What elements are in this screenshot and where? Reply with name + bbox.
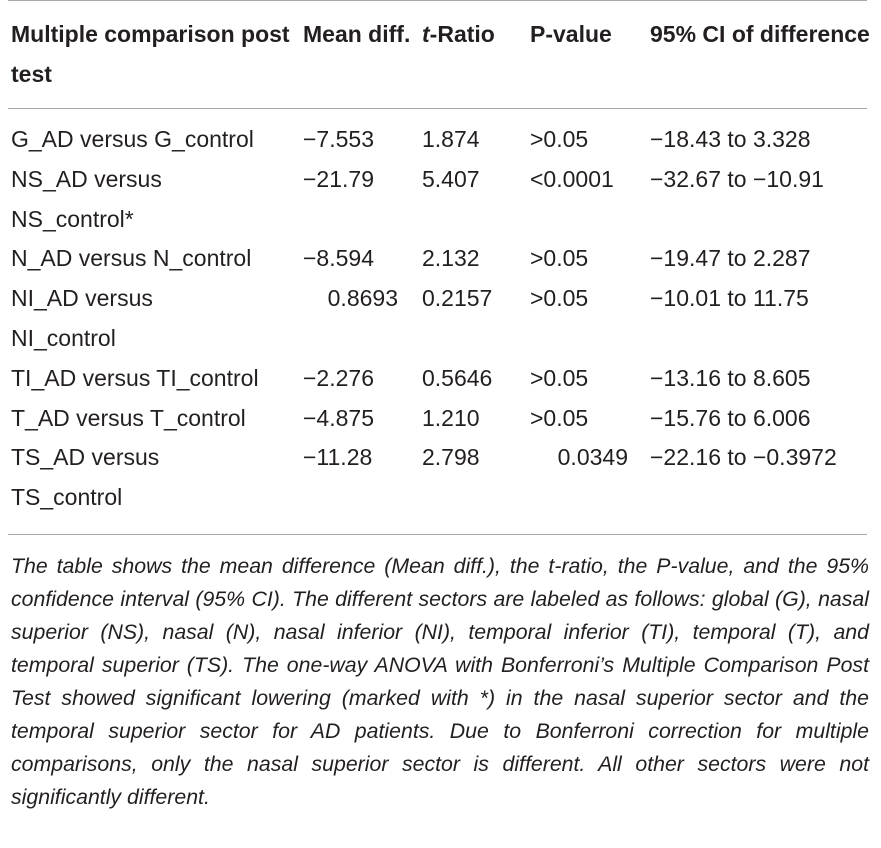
row-t-ratio: 1.874 [422, 126, 480, 152]
header-p-value: P-value [530, 21, 612, 47]
row-t-ratio: 5.407 [422, 165, 480, 192]
row-mean-diff: 0.8693 [327, 285, 398, 312]
row-t-ratio: 0.2157 [422, 285, 493, 312]
row-label: NI_AD versus NI_control [11, 285, 153, 351]
header-t-italic: t [422, 21, 430, 47]
table-row: TS_AD versus TS_control −11.28 2.798 0.0… [0, 438, 881, 518]
row-label: T_AD versus T_control [11, 404, 246, 431]
row-ci: −32.67 to −10.91 [650, 165, 824, 192]
row-t-ratio: 1.210 [422, 404, 480, 431]
table-header-rule [8, 108, 867, 109]
row-p-value: >0.05 [530, 404, 589, 431]
row-ci: −13.16 to 8.605 [650, 364, 811, 391]
row-mean-diff: −8.594 [303, 245, 374, 272]
row-mean-diff: −4.875 [303, 404, 374, 431]
row-ci: −15.76 to 6.006 [650, 404, 811, 431]
table-caption: The table shows the mean difference (Mea… [11, 554, 869, 809]
row-p-value: <0.0001 [530, 165, 614, 192]
row-label: G_AD versus G_control [11, 126, 254, 152]
header-mean-diff: Mean diff. [303, 21, 411, 47]
table-row: NS_AD versus NS_control* −21.79 5.407 <0… [0, 160, 881, 240]
row-t-ratio: 2.798 [422, 444, 480, 471]
table-row: G_AD versus G_control −7.553 1.874 >0.05… [0, 120, 881, 160]
row-label: TS_AD versus TS_control [11, 444, 160, 511]
table-top-rule [8, 0, 867, 1]
row-ci: −18.43 to 3.328 [650, 126, 811, 152]
row-t-ratio: 0.5646 [422, 364, 493, 391]
row-ci: −22.16 to −0.3972 [650, 444, 837, 471]
table-row: TI_AD versus TI_control −2.276 0.5646 >0… [0, 359, 881, 399]
table-row: NI_AD versus NI_control 0.8693 0.2157 >0… [0, 279, 881, 359]
row-mean-diff: −21.79 [303, 165, 374, 192]
table-bottom-rule [8, 534, 867, 535]
row-p-value: >0.05 [530, 126, 589, 152]
row-t-ratio: 2.132 [422, 245, 480, 272]
row-label: TI_AD versus TI_control [11, 364, 259, 391]
header-comparison: Multiple comparison post test [11, 21, 290, 87]
row-p-value: >0.05 [530, 285, 589, 312]
table-row: N_AD versus N_control −8.594 2.132 >0.05… [0, 239, 881, 279]
table-row: T_AD versus T_control −4.875 1.210 >0.05… [0, 399, 881, 439]
header-t-ratio: t-Ratio [422, 14, 532, 54]
row-mean-diff: −2.276 [303, 364, 374, 391]
row-p-value: 0.0349 [557, 444, 628, 471]
row-p-value: >0.05 [530, 364, 589, 391]
row-label: N_AD versus N_control [11, 245, 252, 272]
row-p-value: >0.05 [530, 245, 589, 272]
row-mean-diff: −11.28 [303, 444, 373, 471]
table-body: G_AD versus G_control −7.553 1.874 >0.05… [0, 120, 881, 518]
header-ci: 95% CI of difference [650, 21, 870, 47]
row-ci: −19.47 to 2.287 [650, 245, 811, 272]
header-t-rest: -Ratio [429, 21, 495, 47]
row-label: NS_AD versus NS_control* [11, 165, 162, 232]
row-mean-diff: −7.553 [303, 126, 374, 152]
row-ci: −10.01 to 11.75 [650, 285, 809, 312]
